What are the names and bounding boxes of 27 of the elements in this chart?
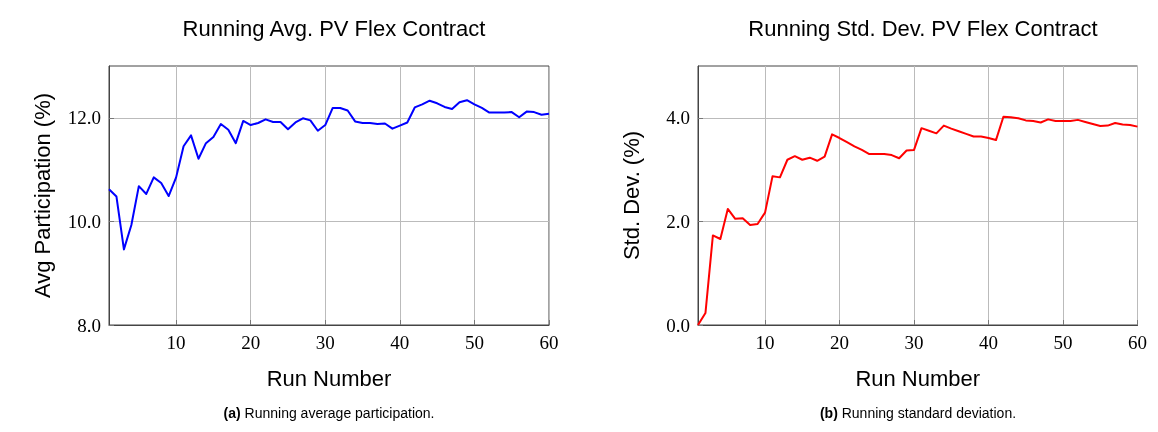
x-axis-title: Run Number xyxy=(855,365,981,391)
x-tick-label: 30 xyxy=(904,332,924,353)
y-tick-label: 0.0 xyxy=(666,314,690,336)
x-axis-title: Run Number xyxy=(266,365,392,391)
chart-title: Running Avg. PV Flex Contract xyxy=(182,15,486,41)
x-tick-label: 50 xyxy=(1053,332,1073,353)
x-tick-label: 40 xyxy=(979,332,999,353)
x-tick-label: 60 xyxy=(539,332,559,353)
y-tick-label: 2.0 xyxy=(666,210,690,232)
x-tick-label: 10 xyxy=(755,332,775,353)
x-tick-label: 50 xyxy=(464,332,484,353)
chart-title: Running Std. Dev. PV Flex Contract xyxy=(748,15,1098,41)
y-tick-label: 10.0 xyxy=(67,210,101,232)
x-tick-label: 60 xyxy=(1128,332,1147,353)
y-tick-label: 12.0 xyxy=(67,107,101,129)
x-tick-label: 40 xyxy=(390,332,410,353)
text: (b) Running standard deviation. xyxy=(819,405,1017,421)
x-tick-label: 10 xyxy=(166,332,186,353)
x-tick-label: 20 xyxy=(241,332,261,353)
y-axis-title: Avg Participation (%) xyxy=(29,92,55,299)
line-series xyxy=(108,99,550,251)
text: (a) Running average participation. xyxy=(223,405,435,421)
y-tick-label: 8.0 xyxy=(77,314,101,336)
y-tick-label: 4.0 xyxy=(666,107,690,129)
x-tick-label: 30 xyxy=(315,332,335,353)
y-axis-title: Std. Dev. (%) xyxy=(618,130,644,261)
x-tick-label: 20 xyxy=(830,332,850,353)
